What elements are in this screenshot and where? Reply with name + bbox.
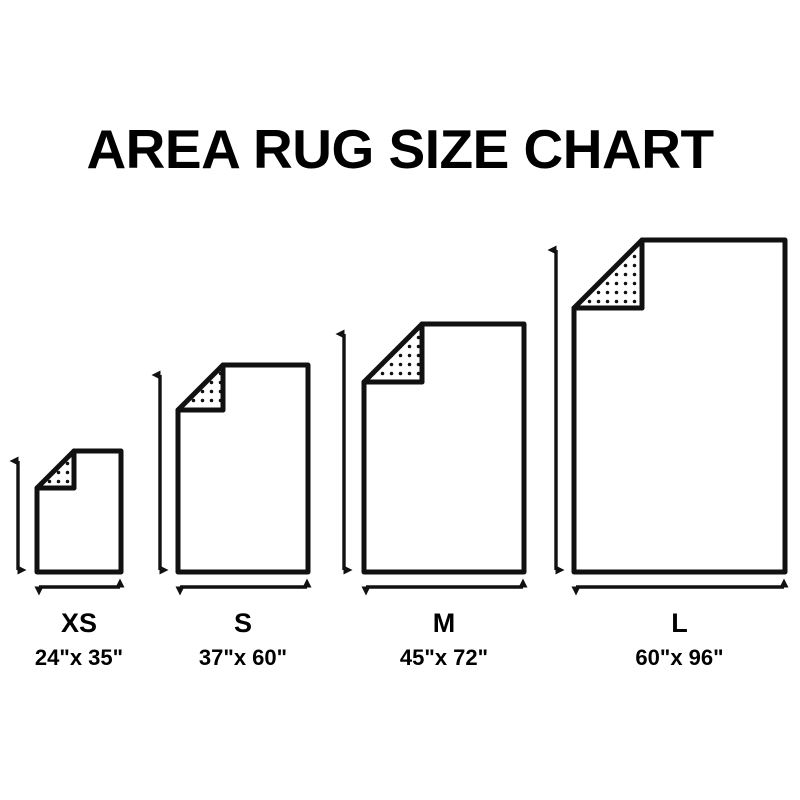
rug-size-label-s: S (233, 608, 252, 638)
rug-fold-backing-m (361, 321, 425, 385)
rug-fold-backing-l (571, 237, 645, 311)
rug-dimension-label-l: 60"x 96" (635, 645, 724, 670)
rug-outline-m (361, 321, 527, 575)
dimension-arrows-group (9, 245, 789, 596)
rug-outline-xs (34, 448, 124, 575)
page-title: AREA RUG SIZE CHART (86, 118, 714, 180)
rug-shapes-group (34, 237, 788, 575)
rug-dimension-label-s: 37"x 60" (198, 645, 288, 670)
rug-outline-l (571, 237, 788, 575)
rug-fold-backing-s (175, 362, 226, 413)
rug-size-label-xs: XS (60, 608, 98, 638)
rug-shape-l (571, 237, 788, 575)
rug-size-label-m: M (432, 608, 456, 638)
rug-dimension-label-xs: 24"x 35" (34, 645, 124, 670)
rug-shape-xs (34, 448, 124, 575)
rug-outline-s (175, 362, 311, 575)
rug-dimension-label-m: 45"x 72" (399, 645, 489, 670)
rug-fold-backing-xs (34, 448, 77, 491)
rug-shape-m (361, 321, 527, 575)
rug-size-label-l: L (671, 608, 688, 638)
rug-shape-s (175, 362, 311, 575)
